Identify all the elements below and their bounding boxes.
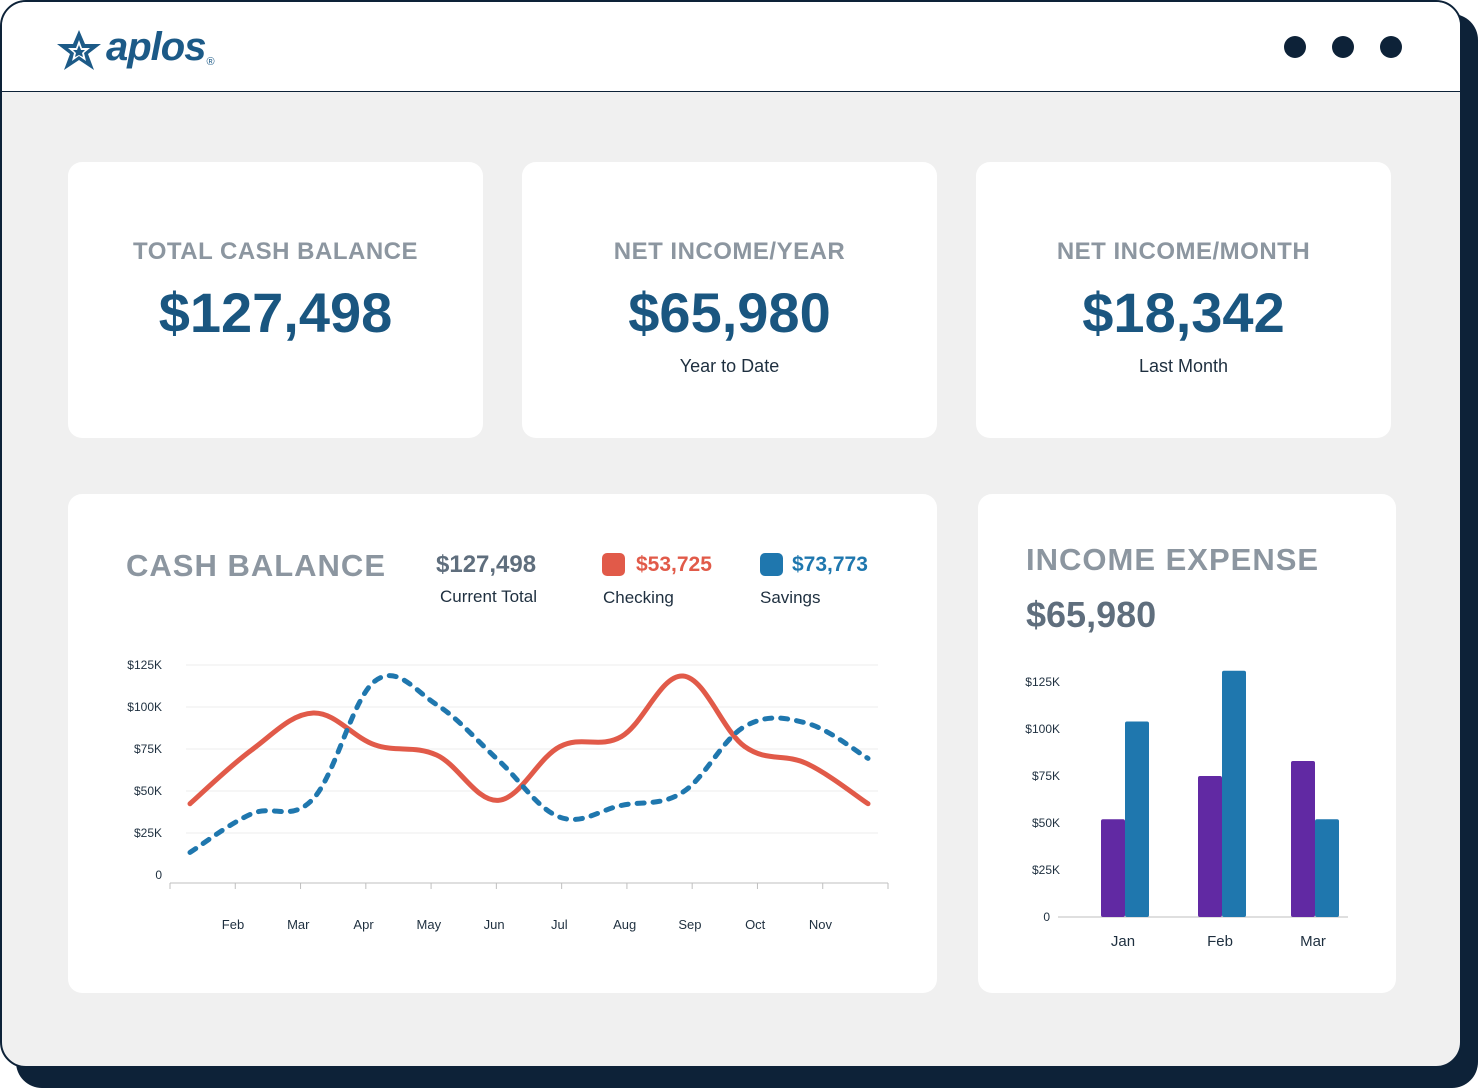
x-tick-label: Apr [353, 917, 374, 932]
dot-icon [1332, 36, 1354, 58]
cash-balance-card: CASH BALANCE $127,498 Current Total $53,… [68, 494, 937, 993]
bar [1101, 819, 1125, 917]
kpi-value: $65,980 [628, 281, 831, 344]
browser-window: aplos ® TOTAL CASH BALANCE $127,498 NET … [0, 0, 1462, 1068]
kpi-value: $18,342 [1082, 281, 1285, 344]
x-tick-label: Feb [1207, 933, 1233, 950]
x-tick-label: Aug [613, 917, 636, 932]
income-expense-value: $65,980 [1026, 594, 1157, 635]
aplos-logo[interactable]: aplos ® [54, 24, 215, 74]
registered-mark: ® [206, 56, 215, 68]
kpi-card-total-cash: TOTAL CASH BALANCE $127,498 [68, 162, 483, 438]
x-tick-label: Jul [551, 917, 568, 932]
kpi-subtitle: Last Month [1138, 356, 1229, 376]
y-tick-label: $25K [134, 826, 162, 840]
cash-balance-line-chart: 0 $25K $50K $75K $100K $125K Feb Mar Apr May Jun Ju… [127, 658, 889, 932]
bar [1198, 776, 1222, 917]
title-bar: aplos ® [2, 2, 1460, 92]
checking-series-line [187, 673, 871, 807]
savings-value: $73,773 [792, 553, 868, 576]
bar [1125, 721, 1149, 917]
x-tick-label: Oct [745, 917, 766, 932]
y-tick-label: $125K [127, 658, 162, 672]
bar [1291, 760, 1315, 917]
checking-label: Checking [603, 588, 674, 607]
income-expense-card: INCOME EXPENSE $65,980 0 $25K $50K $75K $100… [978, 494, 1396, 993]
brand-name: aplos [106, 24, 206, 69]
y-tick-label: $100K [127, 700, 162, 714]
x-tick-label: Feb [222, 917, 244, 932]
y-tick-label: $25K [1032, 863, 1060, 877]
y-tick-label: $125K [1025, 675, 1060, 689]
section-title: CASH BALANCE [126, 548, 386, 583]
bar [1222, 670, 1246, 917]
x-tick-label: Jun [484, 917, 505, 932]
current-total-value: $127,498 [436, 551, 537, 578]
savings-swatch [760, 553, 783, 576]
kpi-label: TOTAL CASH BALANCE [133, 238, 418, 265]
checking-swatch [602, 553, 625, 576]
dot-icon [1380, 36, 1402, 58]
section-title: INCOME EXPENSE [1026, 542, 1320, 577]
y-tick-label: $75K [134, 742, 162, 756]
income-expense-bar-chart: 0 $25K $50K $75K $100K $125K Jan Feb Mar [1025, 670, 1348, 950]
y-tick-label: $50K [1032, 816, 1060, 830]
x-tick-label: Jan [1111, 933, 1135, 950]
savings-label: Savings [760, 588, 821, 607]
current-total-label: Current Total [440, 587, 538, 606]
x-tick-label: Nov [809, 917, 833, 932]
aplos-logo-icon [57, 30, 101, 70]
kpi-card-net-income-year: NET INCOME/YEAR $65,980 Year to Date [522, 162, 937, 438]
y-tick-label: $75K [1032, 769, 1060, 783]
kpi-subtitle: Year to Date [679, 356, 780, 376]
kpi-label: NET INCOME/MONTH [1056, 238, 1311, 265]
savings-series-line [187, 673, 871, 855]
kpi-label: NET INCOME/YEAR [613, 238, 846, 265]
dot-icon [1284, 36, 1306, 58]
x-tick-label: Sep [678, 917, 701, 932]
x-tick-label: Mar [1300, 933, 1326, 950]
x-tick-label: Mar [287, 917, 310, 932]
bar [1315, 819, 1339, 917]
checking-value: $53,725 [636, 553, 712, 576]
kpi-value: $127,498 [158, 281, 393, 344]
kpi-card-net-income-month: NET INCOME/MONTH $18,342 Last Month [976, 162, 1391, 438]
x-tick-label: May [417, 917, 442, 932]
y-tick-label: $50K [134, 784, 162, 798]
more-dots-icon[interactable] [1284, 36, 1402, 58]
y-tick-label: 0 [1043, 910, 1050, 924]
y-tick-label: 0 [155, 868, 162, 882]
y-tick-label: $100K [1025, 722, 1060, 736]
